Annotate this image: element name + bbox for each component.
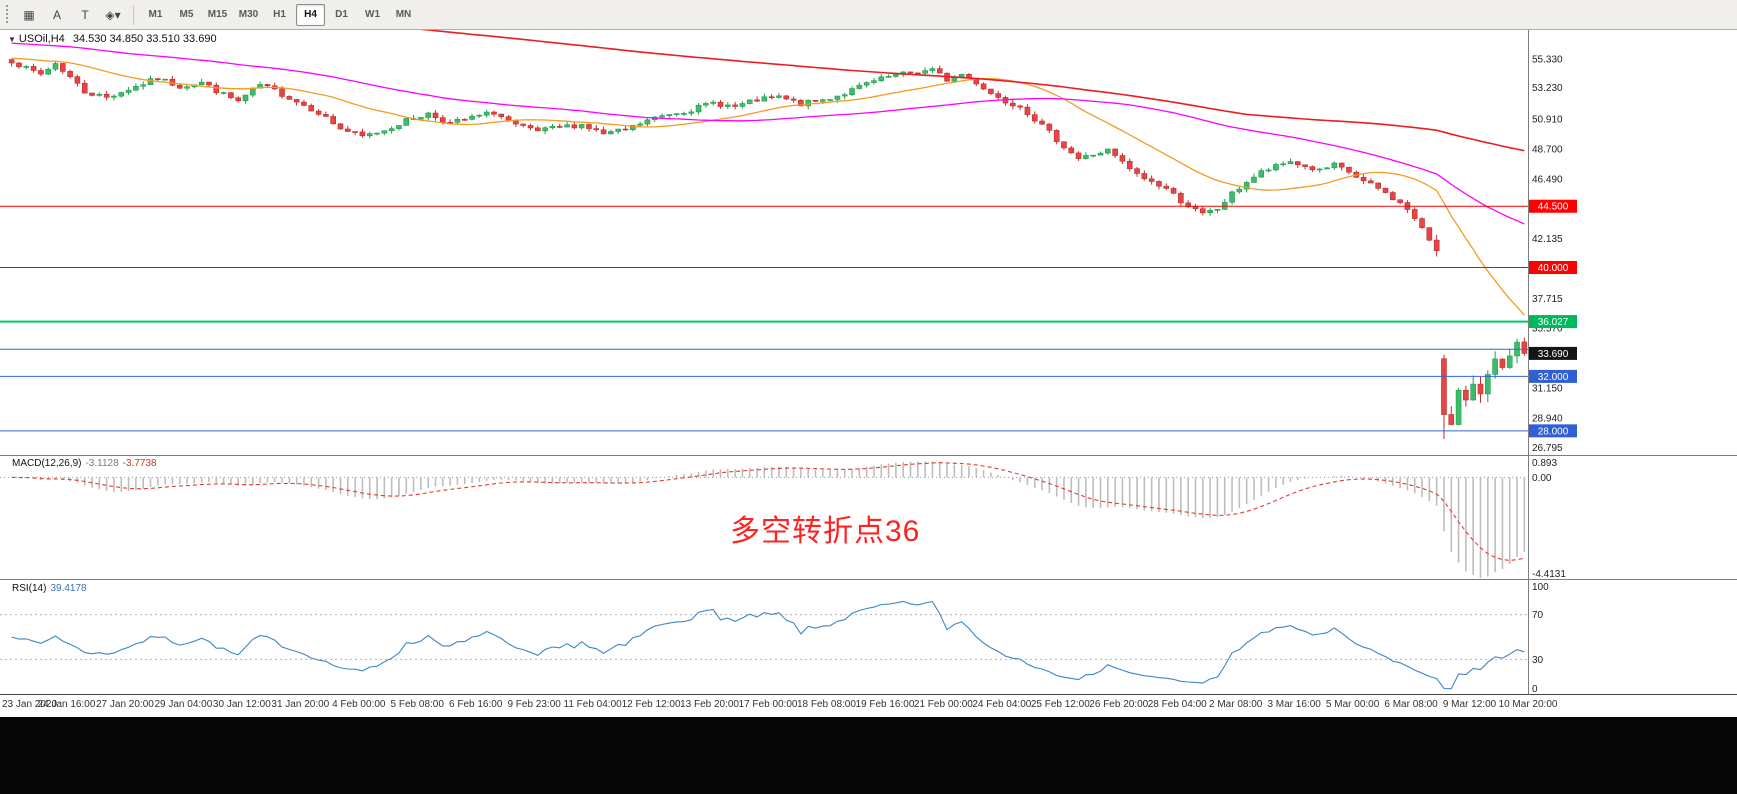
macd-indicator-label: MACD(12,26,9) -3.1128 -3.7738	[12, 458, 157, 469]
axis-label: 46.490	[1532, 175, 1563, 186]
time-axis-label: 27 Jan 20:00	[96, 699, 154, 710]
macd-signal-value: -3.7738	[122, 458, 157, 469]
price-chart-canvas[interactable]: 55.330 53.230 50.910 48.700 46.490 42.135 37.7…	[0, 30, 1737, 717]
timeframe-button-w1[interactable]: W1	[365, 9, 380, 20]
rsi-value: 39.4178	[50, 583, 87, 594]
symbol-label: USOil,H4	[18, 33, 65, 45]
time-axis-label: 29 Jan 04:00	[154, 699, 212, 710]
axis-label: 0	[1532, 684, 1538, 695]
time-axis-label: 9 Feb 23:00	[507, 699, 561, 710]
ma-slow-line	[419, 30, 1525, 152]
timeframe-button-m30[interactable]: M30	[238, 9, 259, 20]
candles-layer	[8, 58, 1528, 440]
ohlc-readout: 34.530 34.850 33.510 33.690	[72, 33, 217, 45]
time-axis-label: 11 Feb 04:00	[564, 699, 623, 710]
timeframe-button-m5[interactable]: M5	[179, 9, 194, 20]
time-axis-label: 31 Jan 20:00	[271, 699, 329, 710]
price-badge-33.690: 33.690	[1529, 346, 1577, 360]
axis-label: 42.135	[1532, 234, 1563, 245]
axis-label: 26.795	[1532, 443, 1563, 454]
time-axis-label: 19 Feb 16:00	[855, 699, 914, 710]
time-axis-label: 30 Jan 12:00	[213, 699, 271, 710]
axis-label: 44.500	[1538, 202, 1569, 213]
moving-averages-layer	[11, 30, 1525, 316]
time-axis-label: 21 Feb 00:00	[914, 699, 973, 710]
axis-label: 0.893	[1532, 458, 1557, 469]
time-axis-label: 18 Feb 08:00	[797, 699, 856, 710]
macd-main-value: -3.1128	[85, 458, 119, 469]
toolbar-grip[interactable]	[4, 4, 11, 25]
drawing-style-tool-button[interactable]: ◈▾	[105, 7, 121, 22]
toolbar: ▦ A T ◈▾ M1 M5 M15 M30 H1 H4 D1 W1 MN	[0, 0, 1737, 30]
axis-label: 28.000	[1538, 426, 1569, 437]
price-badge-44.500: 44.500	[1529, 199, 1577, 213]
timeframe-button-h4[interactable]: H4	[296, 3, 325, 26]
annotation-text: 多空转折点36	[730, 515, 921, 548]
macd-name: MACD(12,26,9)	[12, 458, 82, 469]
axis-label: 31.150	[1532, 383, 1563, 394]
ma-mid-line	[11, 42, 1525, 225]
time-axis-label: 12 Feb 12:00	[622, 699, 681, 710]
time-axis-label: 13 Feb 20:00	[680, 699, 739, 710]
axis-label: 55.330	[1532, 54, 1563, 65]
timeframe-button-m1[interactable]: M1	[148, 9, 163, 20]
price-badge-36.027: 36.027	[1529, 315, 1577, 329]
axis-label: 50.910	[1532, 114, 1563, 125]
timeframe-buttons: M1 M5 M15 M30 H1 H4 D1 W1 MN	[140, 3, 419, 26]
time-axis-label: 26 Feb 20:00	[1089, 699, 1148, 710]
timeframe-button-mn[interactable]: MN	[395, 9, 412, 20]
axis-label: 36.027	[1538, 317, 1569, 328]
timeframe-button-d1[interactable]: D1	[335, 9, 348, 20]
bottom-panel	[0, 717, 1737, 794]
indicator-grid-tool-button[interactable]: ▦	[23, 7, 35, 22]
time-axis-label: 25 Feb 12:00	[1031, 699, 1090, 710]
axis-label: 70	[1532, 610, 1544, 621]
axis-label: 35.570	[1532, 323, 1563, 334]
axis-label: -4.4131	[1532, 569, 1566, 580]
macd-signal-line	[11, 462, 1525, 561]
time-axis-label: 28 Feb 04:00	[1148, 699, 1207, 710]
time-axis-label: 2 Mar 08:00	[1209, 699, 1263, 710]
axis-label: 53.230	[1532, 83, 1563, 94]
price-badge-40.000: 40.000	[1529, 261, 1577, 275]
time-axis-label: 5 Mar 00:00	[1326, 699, 1380, 710]
time-axis-label: 17 Feb 00:00	[739, 699, 798, 710]
toolbar-tools: ▦ A T ◈▾	[15, 3, 127, 27]
time-axis-label: 9 Mar 12:00	[1443, 699, 1497, 710]
time-axis-label: 6 Feb 16:00	[449, 699, 503, 710]
timeframe-button-h1[interactable]: H1	[273, 9, 286, 20]
price-badge-32.000: 32.000	[1529, 369, 1577, 383]
axis-label: 40.000	[1538, 263, 1569, 274]
rsi-indicator-label: RSI(14) 39.4178	[12, 583, 87, 594]
rsi-line	[11, 600, 1525, 690]
axis-label: 33.690	[1538, 349, 1569, 360]
axis-label: 37.715	[1532, 294, 1563, 305]
axis-label: 30	[1532, 655, 1544, 666]
chart-area[interactable]: 55.330 53.230 50.910 48.700 46.490 42.135 37.7…	[0, 30, 1737, 717]
axis-label: 28.940	[1532, 414, 1563, 425]
time-axis-label: 23 Jan 2020	[2, 699, 57, 710]
time-axis-label: 10 Mar 20:00	[1499, 699, 1558, 710]
time-axis-label: 24 Feb 04:00	[972, 699, 1031, 710]
chart-menu-icon[interactable]: ▼	[8, 35, 16, 44]
text-tool-button[interactable]: T	[81, 7, 89, 22]
text-label-tool-button[interactable]: A	[52, 7, 61, 22]
time-axis-label: 5 Feb 08:00	[391, 699, 445, 710]
price-badge-28.000: 28.000	[1529, 424, 1577, 438]
toolbar-separator	[133, 4, 134, 25]
rsi-name: RSI(14)	[12, 583, 47, 594]
symbol-title: ▼ USOil,H4 34.530 34.850 33.510 33.690	[8, 33, 217, 45]
macd-histogram	[18, 461, 1526, 578]
axis-label: 48.700	[1532, 145, 1563, 156]
time-axis-label: 24 Jan 16:00	[38, 699, 96, 710]
time-axis-label: 6 Mar 08:00	[1384, 699, 1438, 710]
time-axis-label: 4 Feb 00:00	[332, 699, 386, 710]
axis-label: 0.00	[1532, 473, 1552, 484]
ma-fast-line	[11, 57, 1525, 316]
time-axis-label: 3 Mar 16:00	[1267, 699, 1321, 710]
timeframe-button-m15[interactable]: M15	[207, 9, 228, 20]
axis-label: 32.000	[1538, 372, 1569, 383]
axis-label: 100	[1532, 582, 1549, 593]
